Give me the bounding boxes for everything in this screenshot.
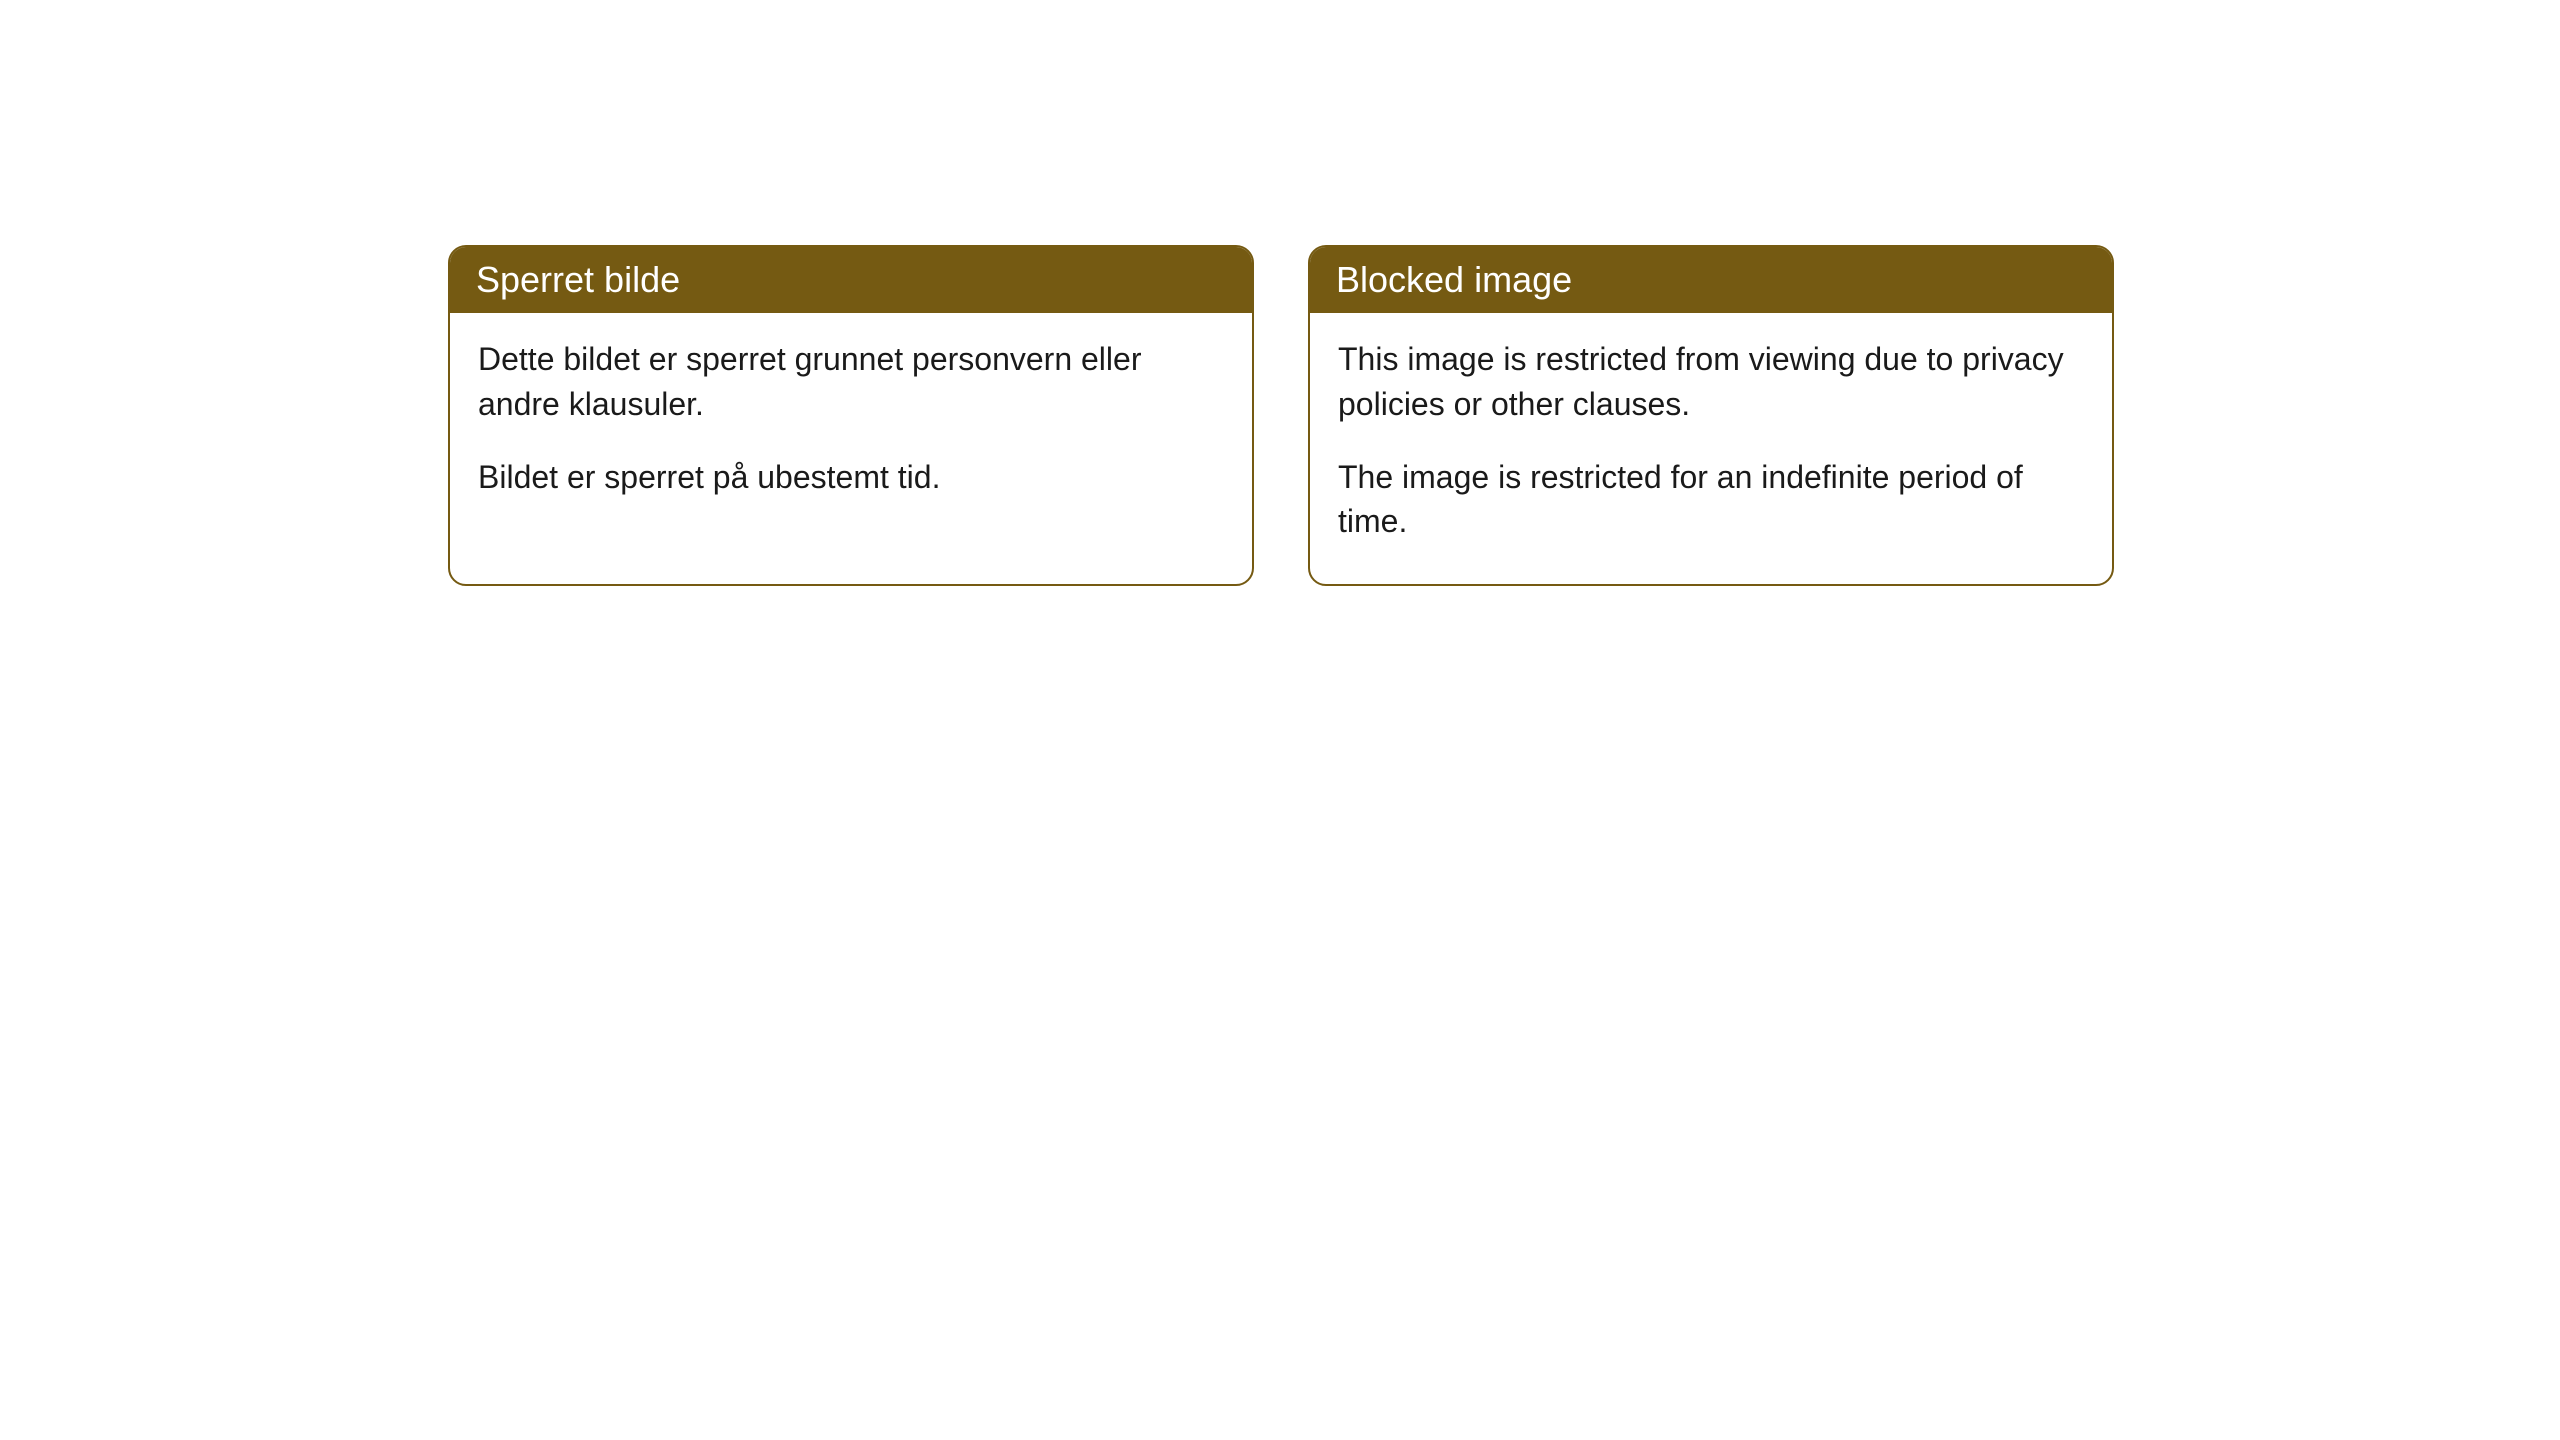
blocked-image-card-english: Blocked image This image is restricted f… — [1308, 245, 2114, 586]
card-paragraph: The image is restricted for an indefinit… — [1338, 455, 2084, 545]
blocked-image-card-norwegian: Sperret bilde Dette bildet er sperret gr… — [448, 245, 1254, 586]
notice-container: Sperret bilde Dette bildet er sperret gr… — [448, 245, 2114, 586]
card-paragraph: Dette bildet er sperret grunnet personve… — [478, 337, 1224, 427]
card-header: Blocked image — [1310, 247, 2112, 313]
card-paragraph: Bildet er sperret på ubestemt tid. — [478, 455, 1224, 500]
card-body: Dette bildet er sperret grunnet personve… — [450, 313, 1252, 539]
card-body: This image is restricted from viewing du… — [1310, 313, 2112, 584]
card-title: Sperret bilde — [476, 259, 680, 300]
card-title: Blocked image — [1336, 259, 1572, 300]
card-paragraph: This image is restricted from viewing du… — [1338, 337, 2084, 427]
card-header: Sperret bilde — [450, 247, 1252, 313]
